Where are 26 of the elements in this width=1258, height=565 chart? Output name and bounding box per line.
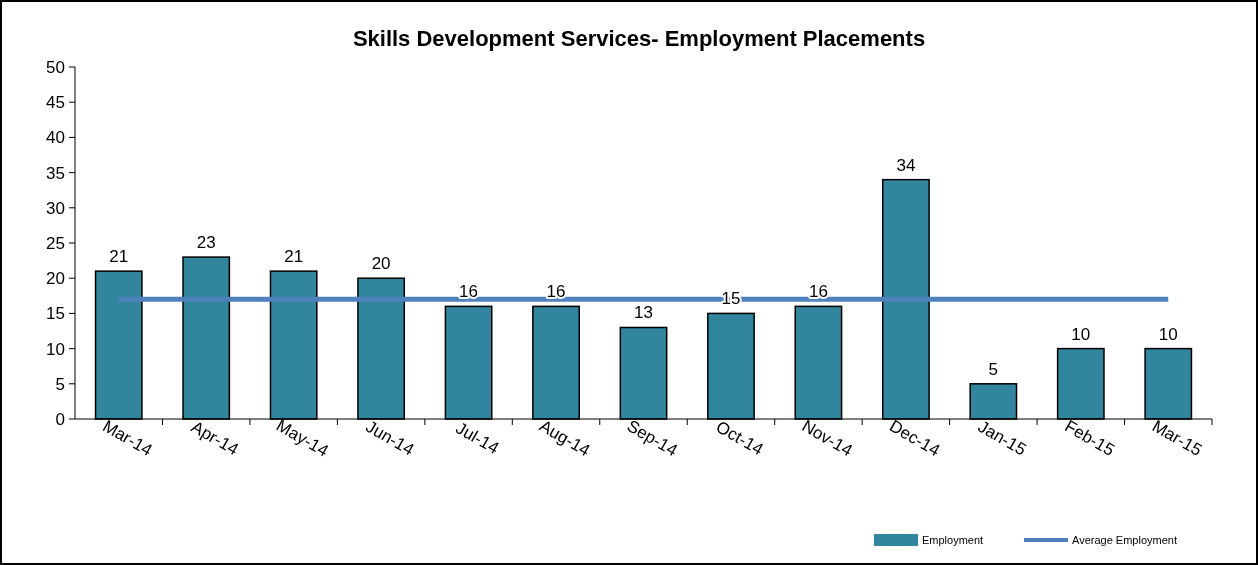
data-label: 10 — [1071, 324, 1091, 344]
data-label: 13 — [634, 303, 653, 323]
data-label: 16 — [808, 282, 828, 302]
data-label: 16 — [459, 282, 479, 302]
y-tick-label: 15 — [46, 304, 65, 324]
y-tick-label: 25 — [46, 233, 65, 253]
data-label: 20 — [371, 254, 391, 274]
y-tick-label: 45 — [46, 93, 65, 113]
y-tick-label: 35 — [46, 163, 65, 183]
data-label: 34 — [896, 155, 916, 175]
legend-label: Employment — [922, 533, 984, 546]
y-tick-label: 10 — [46, 339, 65, 359]
y-tick-label: 20 — [46, 269, 65, 289]
data-label: 5 — [988, 359, 999, 379]
data-label: 21 — [284, 247, 304, 267]
data-label: 10 — [1158, 324, 1178, 344]
data-label: 16 — [546, 282, 566, 302]
chart-title: Skills Development Services- Employment Placements — [352, 26, 926, 51]
data-label: 23 — [196, 233, 216, 253]
y-tick-label: 0 — [55, 409, 65, 429]
data-label: 21 — [109, 247, 129, 267]
y-tick-label: 50 — [46, 57, 65, 77]
legend-label: Average Employment — [1072, 533, 1177, 546]
y-tick-label: 40 — [46, 128, 65, 148]
y-tick-label: 30 — [46, 198, 65, 218]
y-tick-label: 5 — [55, 374, 65, 394]
